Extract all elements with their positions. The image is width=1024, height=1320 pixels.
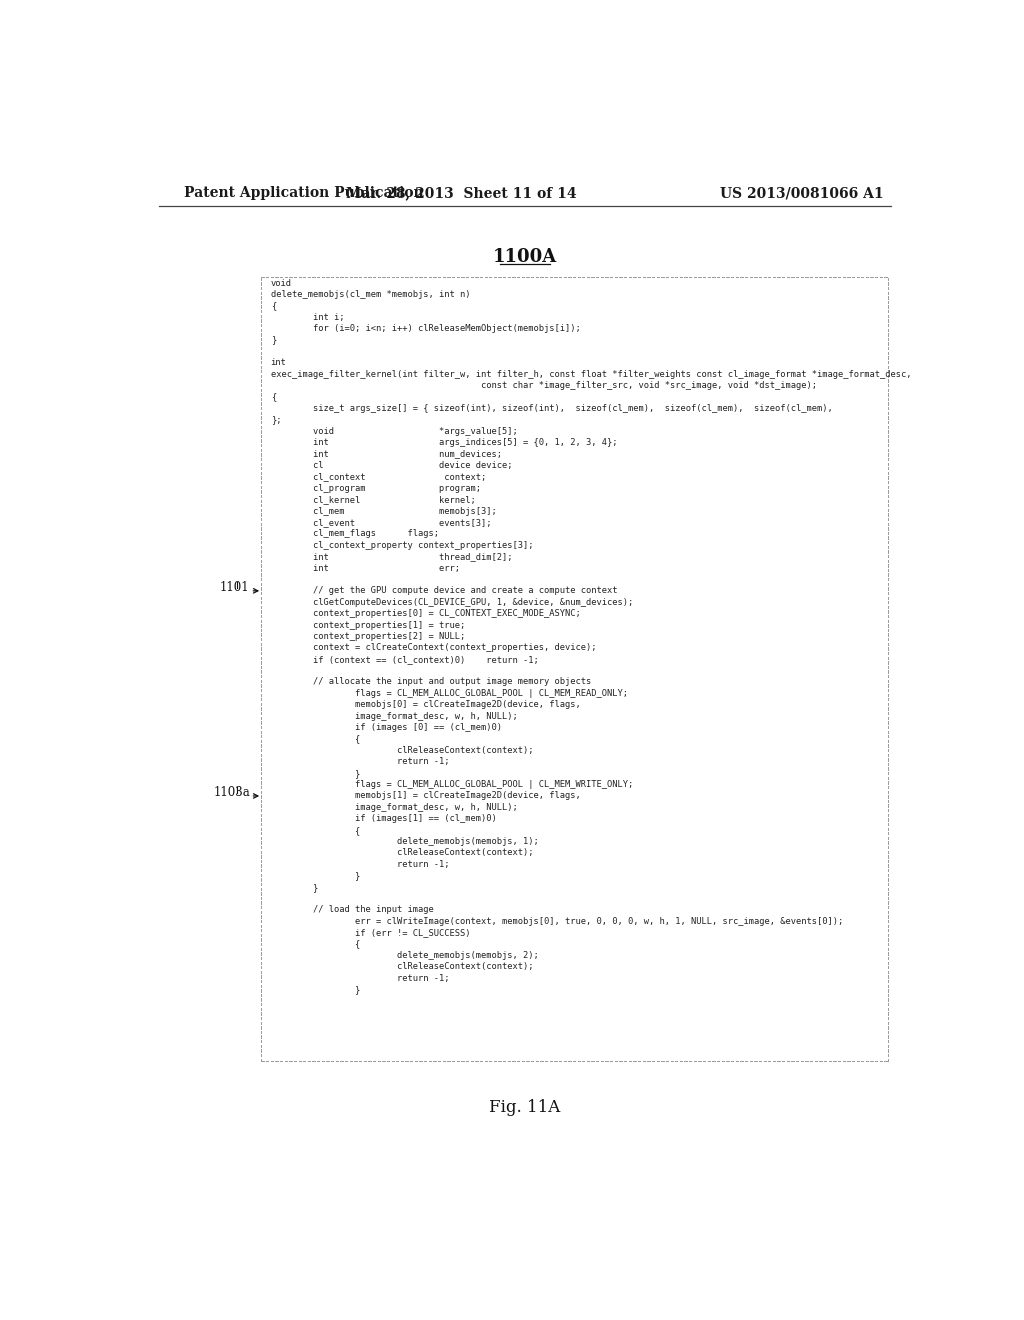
Text: image_format_desc, w, h, NULL);: image_format_desc, w, h, NULL);	[270, 711, 517, 721]
Text: }: }	[270, 335, 275, 345]
Text: return -1;: return -1;	[270, 859, 450, 869]
Text: 1103a: 1103a	[213, 787, 250, 800]
Text: clGetComputeDevices(CL_DEVICE_GPU, 1, &device, &num_devices);: clGetComputeDevices(CL_DEVICE_GPU, 1, &d…	[270, 598, 633, 607]
Text: {: {	[270, 392, 275, 401]
Text: 1100A: 1100A	[493, 248, 557, 265]
Text: void                    *args_value[5];: void *args_value[5];	[270, 426, 517, 436]
Text: cl_mem_flags      flags;: cl_mem_flags flags;	[270, 529, 438, 539]
Text: int: int	[270, 359, 287, 367]
Text: int                     num_devices;: int num_devices;	[270, 450, 502, 458]
Text: void: void	[270, 279, 292, 288]
Text: int i;: int i;	[270, 313, 344, 322]
Text: exec_image_filter_kernel(int filter_w, int filter_h, const float *filter_weights: exec_image_filter_kernel(int filter_w, i…	[270, 370, 911, 379]
Text: if (images [0] == (cl_mem)0): if (images [0] == (cl_mem)0)	[270, 723, 502, 733]
Text: memobjs[1] = clCreateImage2D(device, flags,: memobjs[1] = clCreateImage2D(device, fla…	[270, 792, 581, 800]
Text: Patent Application Publication: Patent Application Publication	[183, 186, 424, 201]
Text: clReleaseContext(context);: clReleaseContext(context);	[270, 849, 534, 858]
Text: int                     thread_dim[2];: int thread_dim[2];	[270, 552, 512, 561]
Text: flags = CL_MEM_ALLOC_GLOBAL_POOL | CL_MEM_READ_ONLY;: flags = CL_MEM_ALLOC_GLOBAL_POOL | CL_ME…	[270, 689, 628, 698]
Text: Fig. 11A: Fig. 11A	[489, 1098, 560, 1115]
Text: return -1;: return -1;	[270, 974, 450, 983]
Text: cl_event                events[3];: cl_event events[3];	[270, 517, 492, 527]
Text: context_properties[0] = CL_CONTEXT_EXEC_MODE_ASYNC;: context_properties[0] = CL_CONTEXT_EXEC_…	[270, 609, 581, 618]
Text: }: }	[270, 871, 359, 880]
Text: clReleaseContext(context);: clReleaseContext(context);	[270, 746, 534, 755]
Text: clReleaseContext(context);: clReleaseContext(context);	[270, 962, 534, 972]
Text: int                     args_indices[5] = {0, 1, 2, 3, 4};: int args_indices[5] = {0, 1, 2, 3, 4};	[270, 438, 617, 447]
Text: {: {	[270, 301, 275, 310]
Text: cl_kernel               kernel;: cl_kernel kernel;	[270, 495, 475, 504]
Text: image_format_desc, w, h, NULL);: image_format_desc, w, h, NULL);	[270, 803, 517, 812]
Text: }: }	[270, 883, 317, 891]
Text: {: {	[270, 734, 359, 743]
Text: Mar. 28, 2013  Sheet 11 of 14: Mar. 28, 2013 Sheet 11 of 14	[346, 186, 577, 201]
Text: };: };	[270, 416, 282, 425]
Text: err = clWriteImage(context, memobjs[0], true, 0, 0, 0, w, h, 1, NULL, src_image,: err = clWriteImage(context, memobjs[0], …	[270, 917, 843, 925]
Text: delete_memobjs(cl_mem *memobjs, int n): delete_memobjs(cl_mem *memobjs, int n)	[270, 290, 470, 300]
Text: delete_memobjs(memobjs, 1);: delete_memobjs(memobjs, 1);	[270, 837, 539, 846]
Text: if (context == (cl_context)0)    return -1;: if (context == (cl_context)0) return -1;	[270, 655, 539, 664]
Text: if (err != CL_SUCCESS): if (err != CL_SUCCESS)	[270, 928, 470, 937]
Text: return -1;: return -1;	[270, 758, 450, 767]
Text: cl_program              program;: cl_program program;	[270, 483, 480, 492]
Text: context_properties[2] = NULL;: context_properties[2] = NULL;	[270, 632, 465, 642]
Text: 1101: 1101	[219, 581, 249, 594]
Text: US 2013/0081066 A1: US 2013/0081066 A1	[721, 186, 884, 201]
Text: memobjs[0] = clCreateImage2D(device, flags,: memobjs[0] = clCreateImage2D(device, fla…	[270, 701, 581, 709]
Text: {: {	[270, 825, 359, 834]
Text: }: }	[270, 985, 359, 994]
Text: cl_context               context;: cl_context context;	[270, 473, 485, 482]
Text: context_properties[1] = true;: context_properties[1] = true;	[270, 620, 465, 630]
Text: }: }	[270, 768, 359, 777]
Text: // load the input image: // load the input image	[270, 906, 433, 915]
Text: cl_mem                  memobjs[3];: cl_mem memobjs[3];	[270, 507, 497, 516]
Text: const char *image_filter_src, void *src_image, void *dst_image);: const char *image_filter_src, void *src_…	[270, 381, 816, 391]
Text: if (images[1] == (cl_mem)0): if (images[1] == (cl_mem)0)	[270, 814, 497, 824]
Text: for (i=0; i<n; i++) clReleaseMemObject(memobjs[i]);: for (i=0; i<n; i++) clReleaseMemObject(m…	[270, 325, 581, 333]
Text: int                     err;: int err;	[270, 564, 460, 573]
Text: // get the GPU compute device and create a compute context: // get the GPU compute device and create…	[270, 586, 617, 595]
Text: size_t args_size[] = { sizeof(int), sizeof(int),  sizeof(cl_mem),  sizeof(cl_mem: size_t args_size[] = { sizeof(int), size…	[270, 404, 833, 413]
Text: // allocate the input and output image memory objects: // allocate the input and output image m…	[270, 677, 591, 686]
Text: cl_context_property context_properties[3];: cl_context_property context_properties[3…	[270, 541, 534, 549]
Text: {: {	[270, 940, 359, 949]
Text: flags = CL_MEM_ALLOC_GLOBAL_POOL | CL_MEM_WRITE_ONLY;: flags = CL_MEM_ALLOC_GLOBAL_POOL | CL_ME…	[270, 780, 633, 789]
Text: context = clCreateContext(context_properties, device);: context = clCreateContext(context_proper…	[270, 643, 596, 652]
Text: delete_memobjs(memobjs, 2);: delete_memobjs(memobjs, 2);	[270, 950, 539, 960]
Text: cl                      device device;: cl device device;	[270, 461, 512, 470]
